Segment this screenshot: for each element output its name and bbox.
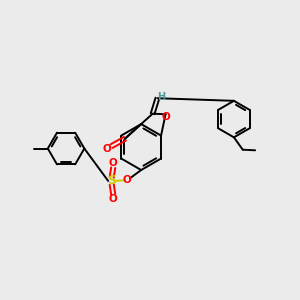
Text: O: O: [109, 194, 118, 204]
Text: O: O: [109, 158, 118, 168]
Text: O: O: [123, 175, 131, 185]
Text: O: O: [162, 112, 171, 122]
Text: S: S: [107, 174, 116, 188]
Text: H: H: [158, 92, 166, 102]
Text: O: O: [103, 144, 112, 154]
